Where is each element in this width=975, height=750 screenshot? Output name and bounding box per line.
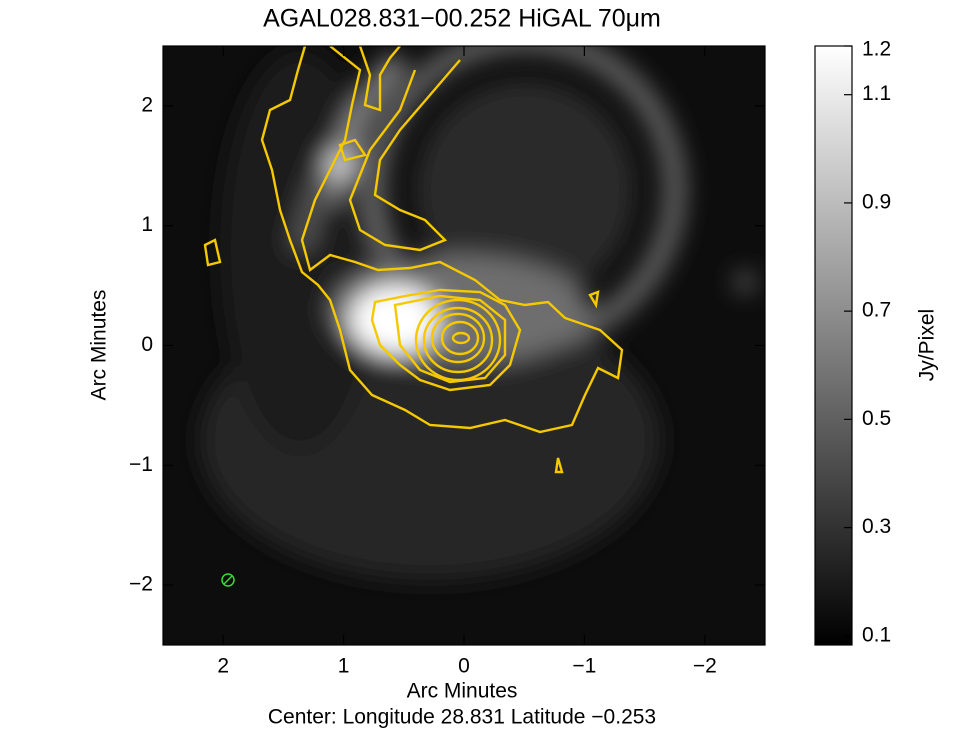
y-tick-label: 1 [141,213,153,236]
colorbar-tick-label: 1.1 [862,82,891,105]
colorbar-tick-label: 0.7 [862,299,891,322]
y-tick-label: 0 [141,333,153,356]
x-tick-label: −1 [572,655,596,678]
y-tick-label: 2 [141,93,153,116]
colorbar-tick-label: 0.5 [862,407,891,430]
colorbar [814,45,853,646]
y-tick-label: −2 [129,573,153,596]
contours [203,45,624,474]
beam-marker [223,575,233,585]
beam-marker [221,573,235,587]
colorbar-tick-label: 1.2 [862,38,891,61]
y-axis-label: Arc Minutes [88,290,111,401]
colorbar-label: Jy/Pixel [916,309,939,381]
footnote: Center: Longitude 28.831 Latitude −0.253 [268,706,656,729]
x-axis-label: Arc Minutes [407,680,518,703]
x-tick-label: −2 [693,655,717,678]
chart-title: AGAL028.831−00.252 HiGAL 70μm [263,5,661,33]
x-tick-label: 1 [338,655,350,678]
x-tick-label: 0 [458,655,470,678]
x-tick-label: 2 [217,655,229,678]
colorbar-tick-label: 0.3 [862,515,891,538]
colorbar-tick-label: 0.1 [862,623,891,646]
colorbar-tick-label: 0.9 [862,190,891,213]
y-tick-label: −1 [129,453,153,476]
